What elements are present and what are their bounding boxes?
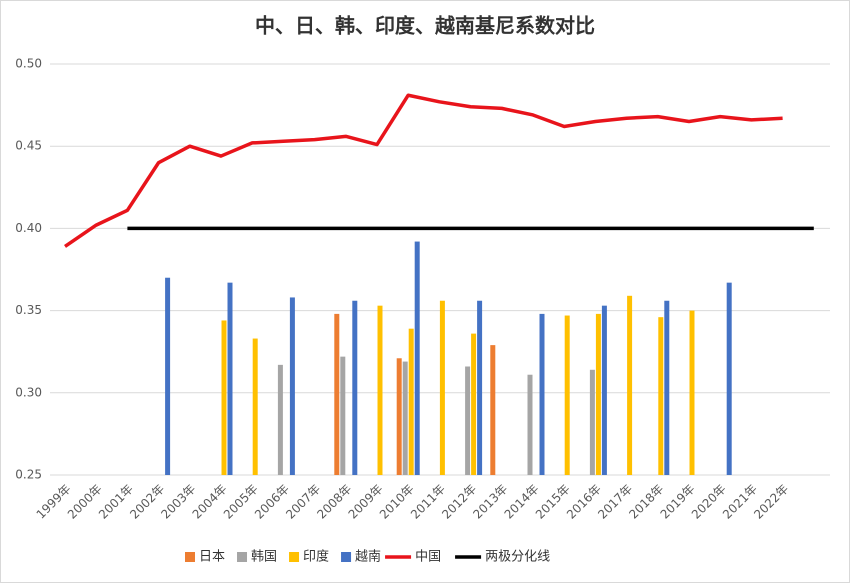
legend-swatch	[289, 552, 300, 562]
legend-label: 日本	[199, 550, 225, 565]
bar	[396, 358, 402, 475]
bar	[414, 241, 420, 475]
legend-swatch	[237, 552, 248, 562]
bar	[277, 364, 283, 475]
bar	[402, 361, 408, 475]
bar	[589, 369, 595, 475]
chart-title: 中、日、韩、印度、越南基尼系数对比	[255, 14, 595, 38]
bar	[539, 313, 545, 475]
y-tick-label: 0.45	[15, 139, 42, 153]
bar	[252, 338, 258, 475]
bar	[352, 300, 358, 475]
bar	[340, 356, 346, 475]
bar	[471, 333, 477, 475]
bar	[689, 310, 695, 475]
bar	[439, 300, 445, 475]
bar	[601, 305, 607, 475]
bar	[377, 305, 383, 475]
bar	[227, 282, 233, 475]
y-tick-label: 0.25	[15, 468, 42, 482]
bar	[334, 313, 340, 475]
line	[64, 93, 783, 248]
bar	[658, 317, 664, 475]
y-tick-label: 0.40	[15, 221, 42, 235]
legend-label: 韩国	[251, 550, 277, 565]
bar	[490, 345, 496, 475]
bar	[527, 374, 533, 475]
bar	[564, 315, 570, 475]
bar	[165, 277, 171, 475]
legend-label: 越南	[355, 549, 381, 565]
legend-swatch	[341, 552, 352, 562]
bar	[221, 320, 227, 475]
bar	[408, 328, 414, 475]
bar	[664, 300, 670, 475]
y-tick-label: 0.35	[15, 303, 42, 317]
bar	[726, 282, 732, 475]
y-tick-label: 0.30	[15, 385, 42, 399]
legend-label: 印度	[303, 549, 329, 565]
bar	[595, 313, 601, 475]
legend-swatch	[185, 552, 195, 562]
legend-label: 中国	[415, 550, 441, 565]
bar	[477, 300, 483, 475]
bar	[465, 366, 471, 475]
legend-label: 两极分化线	[485, 550, 550, 565]
bar	[627, 295, 633, 475]
y-tick-label: 0.50	[15, 57, 42, 71]
bar	[289, 297, 295, 475]
